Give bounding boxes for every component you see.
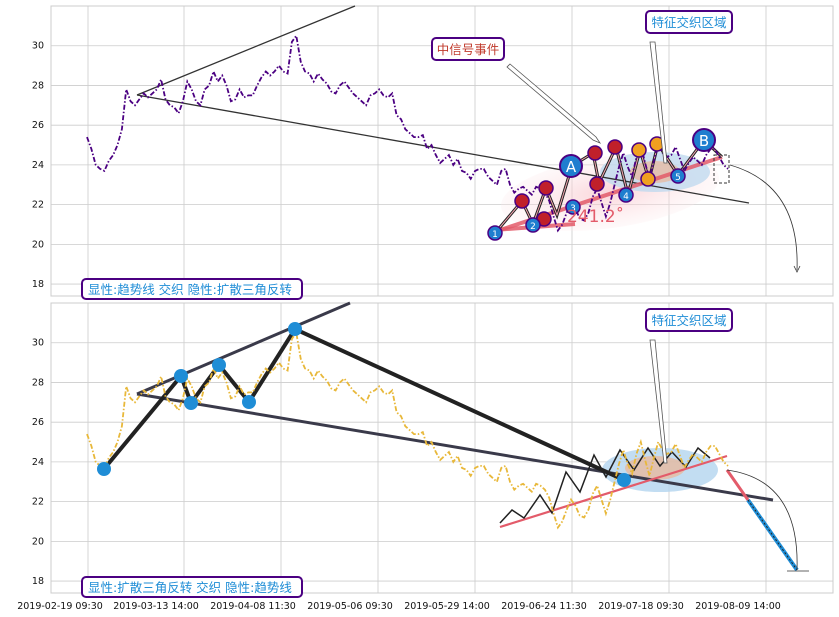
signal-event-text: 中信号事件 xyxy=(437,42,500,57)
y-tick-label: 20 xyxy=(32,239,44,250)
marker-A: A xyxy=(559,154,583,178)
marker-3: 3 xyxy=(565,199,581,215)
bottom-panel: 18 20 22 24 26 28 30 特征交织区域 xyxy=(32,301,834,598)
y-tick-label: 22 xyxy=(32,497,44,508)
top-signal-markers: 1 2 3 4 5 A B xyxy=(487,128,716,241)
projection-line-red xyxy=(725,469,750,501)
y-tick-label: 26 xyxy=(32,120,44,131)
bottom-price-series xyxy=(86,330,729,530)
red-signal-marker xyxy=(538,180,554,196)
x-axis: 2019-02-19 09:30 2019-03-13 14:00 2019-04-… xyxy=(17,601,781,612)
marker-2-label: 2 xyxy=(530,222,536,232)
x-tick-label: 2019-05-06 09:30 xyxy=(307,601,393,612)
projection-line-blue xyxy=(746,498,799,572)
bottom-zigzag-path xyxy=(499,446,711,524)
pivot-marker xyxy=(242,395,256,409)
red-signal-marker xyxy=(589,176,605,192)
feature-zone-text-top: 特征交织区域 xyxy=(651,15,726,30)
feature-zone-callout-top: 特征交织区域 xyxy=(645,10,733,34)
top-price-series xyxy=(86,33,729,233)
y-tick-label: 28 xyxy=(32,377,44,388)
y-tick-label: 30 xyxy=(32,41,44,52)
bottom-y-axis: 18 20 22 24 26 28 30 xyxy=(32,338,44,587)
feature-zone-callout-bottom: 特征交织区域 xyxy=(645,308,733,332)
pivot-marker xyxy=(184,396,198,410)
bottom-pivot-markers xyxy=(97,322,631,487)
x-tick-label: 2019-02-19 09:30 xyxy=(17,601,103,612)
callout-arrow-signal xyxy=(506,63,602,144)
bottom-legend-text: 显性:扩散三角反转 交织 隐性:趋势线 xyxy=(88,580,292,595)
marker-3-label: 3 xyxy=(570,204,576,214)
bottom-grid xyxy=(51,303,833,593)
x-tick-label: 2019-04-08 11:30 xyxy=(210,601,296,612)
callout-arrow-feature-top xyxy=(649,41,668,164)
pivot-marker xyxy=(617,473,631,487)
bottom-triangle-lower xyxy=(136,392,774,502)
pivot-marker xyxy=(97,462,111,476)
top-legend-text: 显性:趋势线 交织 隐性:扩散三角反转 xyxy=(88,282,292,297)
pivot-marker xyxy=(288,322,302,336)
orange-signal-marker xyxy=(640,171,656,187)
y-tick-label: 30 xyxy=(32,338,44,349)
y-tick-label: 28 xyxy=(32,80,44,91)
top-zigzag-highlight xyxy=(495,139,723,233)
orange-signal-marker xyxy=(631,142,647,158)
pivot-marker xyxy=(174,369,188,383)
marker-4: 4 xyxy=(618,187,634,203)
projection-arrowhead-top xyxy=(793,265,801,273)
angle-label: 241.2˚ xyxy=(567,206,624,227)
projection-arc-bottom xyxy=(726,469,798,571)
feature-zone-text-bottom: 特征交织区域 xyxy=(651,313,726,328)
callout-arrow-feature-bottom xyxy=(649,339,668,464)
signal-event-callout: 中信号事件 xyxy=(431,37,505,61)
marker-5: 5 xyxy=(670,168,686,184)
projection-arrow-top xyxy=(729,164,798,271)
pivot-marker xyxy=(212,358,226,372)
x-tick-label: 2019-03-13 14:00 xyxy=(113,601,199,612)
y-tick-label: 24 xyxy=(32,457,44,468)
x-tick-label: 2019-06-24 11:30 xyxy=(501,601,587,612)
y-tick-label: 26 xyxy=(32,417,44,428)
marker-1: 1 xyxy=(487,225,503,241)
x-tick-label: 2019-08-09 14:00 xyxy=(695,601,781,612)
top-legend-box: 显性:趋势线 交织 隐性:扩散三角反转 xyxy=(81,278,303,300)
red-signal-marker xyxy=(514,193,530,209)
marker-5-label: 5 xyxy=(675,173,681,183)
y-tick-label: 24 xyxy=(32,160,44,171)
marker-B-label: B xyxy=(699,132,709,150)
marker-A-label: A xyxy=(566,158,577,176)
marker-4-label: 4 xyxy=(623,192,629,202)
y-tick-label: 22 xyxy=(32,200,44,211)
bottom-triangle-upper xyxy=(136,301,351,396)
x-tick-label: 2019-07-18 09:30 xyxy=(598,601,684,612)
marker-B: B xyxy=(692,128,716,152)
top-y-axis: 18 20 22 24 26 28 30 xyxy=(32,41,44,290)
marker-1-label: 1 xyxy=(492,230,498,240)
marker-2: 2 xyxy=(525,217,541,233)
top-trendline-upper xyxy=(136,5,356,96)
x-tick-label: 2019-05-29 14:00 xyxy=(404,601,490,612)
red-signal-marker xyxy=(607,139,623,155)
bottom-support-line xyxy=(499,454,728,529)
y-tick-label: 18 xyxy=(32,279,44,290)
bottom-legend-box: 显性:扩散三角反转 交织 隐性:趋势线 xyxy=(81,576,303,598)
bottom-plot-frame xyxy=(50,302,834,594)
y-tick-label: 20 xyxy=(32,536,44,547)
red-signal-marker xyxy=(587,145,603,161)
y-tick-label: 18 xyxy=(32,576,44,587)
end-box-top xyxy=(713,154,730,184)
